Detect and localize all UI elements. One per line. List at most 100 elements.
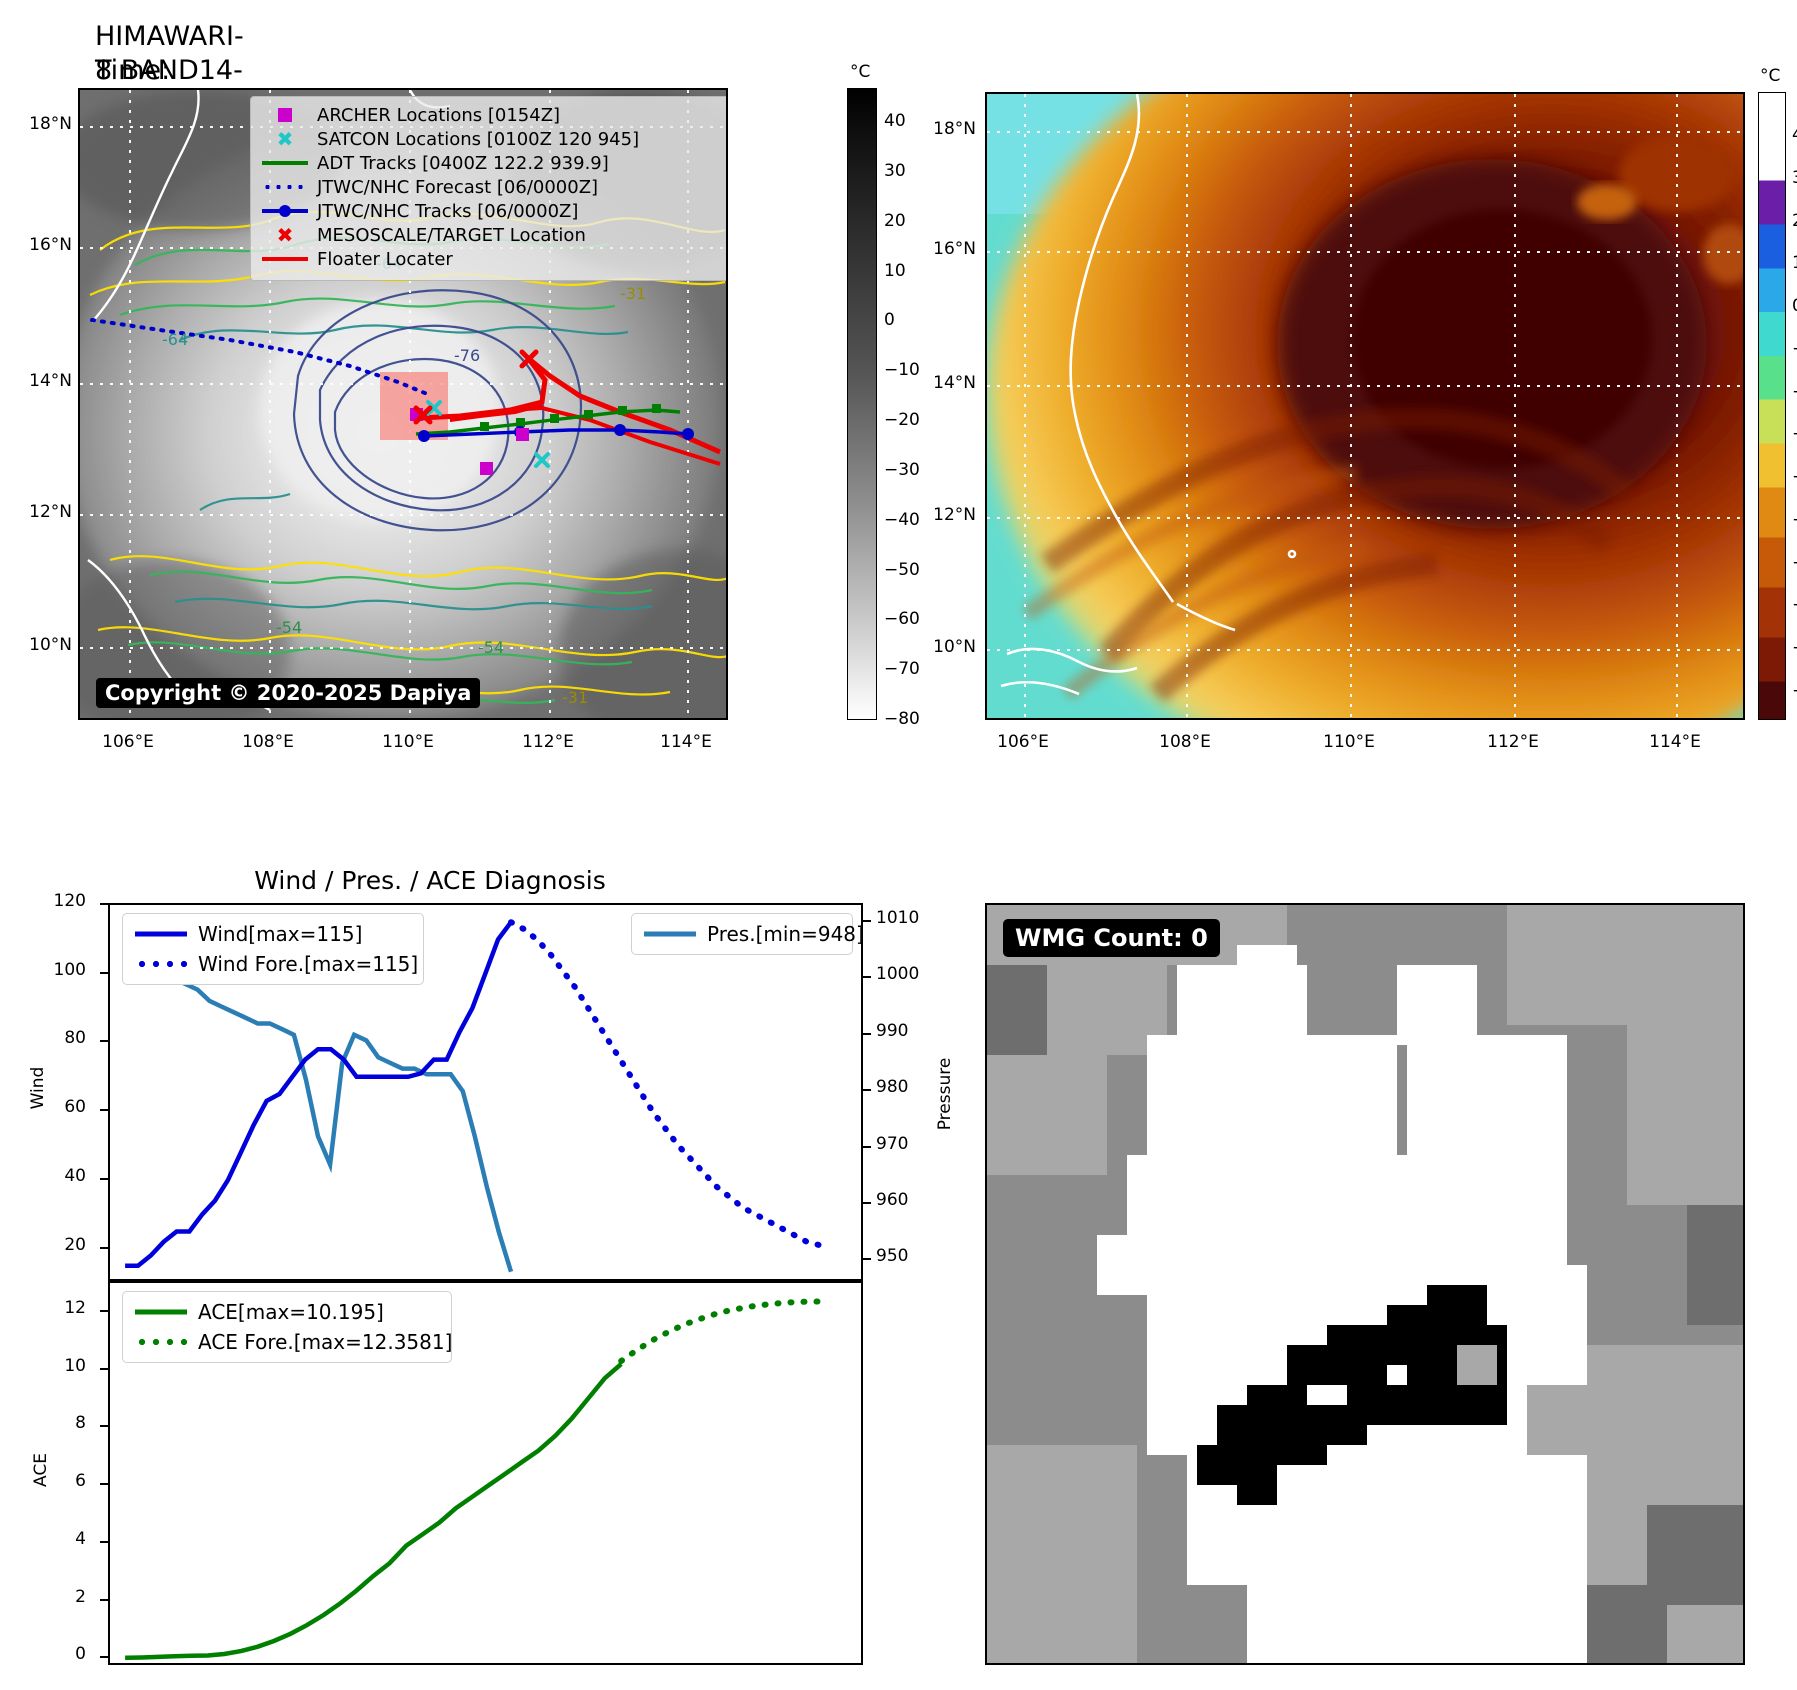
legend-label-adt: ADT Tracks [0400Z 122.2 939.9]: [317, 152, 609, 174]
legend-label-archer: ARCHER Locations [0154Z]: [317, 104, 561, 126]
axis-tick-label: −20: [884, 410, 920, 430]
wind-fore-legend-item: Wind Fore.[max=115]: [132, 949, 418, 979]
axis-tick-label: 114°E: [1649, 732, 1701, 752]
ace-axis-label: ACE: [31, 1453, 51, 1487]
axis-tickmark: [100, 1246, 110, 1249]
topright-map-graphics: [987, 94, 1743, 718]
axis-tick-label: 16°N: [29, 235, 72, 255]
pressure-legend-item: Pres.[min=948]: [641, 919, 861, 949]
jtwc-tracks-line-marker-icon: [259, 201, 311, 221]
axis-tick-label: −90: [1792, 681, 1797, 701]
topleft-satellite-map[interactable]: -64 -31 -76 -64 -54 -31 -54 ARCHER Locat…: [78, 88, 728, 720]
axis-tickmark: [861, 1089, 871, 1092]
axis-tick-label: −10: [884, 360, 920, 381]
topleft-legend: ARCHER Locations [0154Z] ✖ SATCON Locati…: [250, 96, 726, 281]
legend-label-jtwc-forecast: JTWC/NHC Forecast [06/0000Z]: [317, 176, 599, 198]
axis-tick-label: 20: [64, 1234, 86, 1255]
legend-label-floater: Floater Locater: [317, 248, 453, 270]
ace-fore-legend-label: ACE Fore.[max=12.3581]: [198, 1330, 453, 1354]
satcon-x-icon: ✖: [276, 127, 294, 151]
ace-legend: ACE[max=10.195] ACE Fore.[max=12.3581]: [122, 1291, 452, 1363]
wind-pressure-chart[interactable]: Wind[max=115] Wind Fore.[max=115] Pres.[…: [108, 903, 863, 1281]
jtwc-forecast-dots-icon: [259, 177, 311, 197]
axis-tick-label: 4: [75, 1528, 86, 1549]
ace-line-icon: [132, 1305, 190, 1319]
wind-legend: Wind[max=115] Wind Fore.[max=115]: [122, 913, 424, 985]
contour-label-54b: -54: [276, 618, 303, 637]
legend-item-floater: Floater Locater: [259, 247, 726, 271]
axis-tickmark: [100, 1656, 110, 1659]
archer-square-icon: [259, 105, 311, 125]
axis-tickmark: [100, 1177, 110, 1180]
axis-tickmark: [861, 919, 871, 922]
axis-tick-label: 12: [64, 1297, 86, 1318]
topleft-colorbar: [847, 88, 877, 720]
wmg-count-badge: WMG Count: 0: [1003, 919, 1220, 957]
axis-tickmark: [100, 1483, 110, 1486]
axis-tick-label: 0: [75, 1644, 86, 1665]
axis-tickmark: [861, 1202, 871, 1204]
axis-tick-label: −40: [1792, 467, 1797, 487]
axis-tick-label: 10: [1792, 253, 1797, 273]
axis-tick-label: 112°E: [1487, 732, 1539, 752]
axis-tick-label: 106°E: [997, 732, 1049, 752]
axis-tick-label: 1000: [876, 964, 920, 985]
axis-tick-label: 960: [876, 1190, 909, 1210]
wind-fore-legend-label: Wind Fore.[max=115]: [198, 952, 419, 976]
pressure-axis-label: Pressure: [935, 1057, 955, 1131]
wind-legend-item: Wind[max=115]: [132, 919, 414, 949]
axis-tickmark: [100, 1109, 110, 1112]
mesoscale-x-icon: ✖: [276, 223, 294, 247]
axis-tick-label: 114°E: [660, 732, 712, 752]
axis-tick-label: 20: [1792, 211, 1797, 231]
axis-tick-label: −80: [1792, 638, 1797, 658]
ace-fore-legend-item: ACE Fore.[max=12.3581]: [132, 1327, 452, 1357]
contour-label-64b: -64: [162, 330, 189, 349]
legend-item-jtwc-forecast: JTWC/NHC Forecast [06/0000Z]: [259, 175, 726, 199]
wind-pressure-plot: [125, 919, 823, 1273]
axis-tick-label: −60: [884, 609, 920, 630]
axis-tick-label: 12°N: [933, 505, 976, 525]
pressure-legend-label: Pres.[min=948]: [707, 922, 863, 946]
topright-enhanced-ir-map[interactable]: [985, 92, 1745, 720]
axis-tick-label: 1010: [876, 907, 920, 928]
axis-tick-label: 8: [75, 1413, 86, 1434]
axis-tickmark: [100, 903, 110, 905]
contour-label-54a: -54: [478, 638, 505, 657]
floater-line-icon: [259, 249, 311, 269]
legend-item-mesoscale: ✖ MESOSCALE/TARGET Location: [259, 223, 726, 247]
adt-line-icon: [259, 153, 311, 173]
axis-tick-label: 10°N: [29, 635, 72, 655]
topright-colorbar-unit: °C: [1760, 66, 1781, 86]
axis-tick-label: −30: [884, 459, 920, 480]
axis-tick-label: −70: [1792, 595, 1797, 615]
wind-forecast-dots-icon: [132, 957, 190, 971]
axis-tickmark: [100, 1598, 110, 1601]
contour-label-76: -76: [454, 346, 481, 365]
pressure-line-icon: [641, 927, 699, 941]
axis-tick-label: 40: [884, 111, 906, 131]
axis-tick-label: −30: [1792, 424, 1797, 444]
topright-colorbar: [1758, 92, 1786, 720]
axis-tick-label: 16°N: [933, 239, 976, 259]
axis-tickmark: [861, 1258, 871, 1261]
legend-item-archer: ARCHER Locations [0154Z]: [259, 103, 726, 127]
axis-tick-label: 108°E: [242, 732, 294, 752]
legend-item-adt: ADT Tracks [0400Z 122.2 939.9]: [259, 151, 726, 175]
axis-tick-label: 990: [876, 1020, 909, 1041]
axis-tick-label: −20: [1792, 382, 1797, 402]
axis-tick-label: 10: [64, 1355, 86, 1376]
axis-tick-label: 0: [1792, 296, 1797, 316]
wind-legend-label: Wind[max=115]: [198, 922, 363, 946]
axis-tick-label: 110°E: [382, 732, 434, 752]
ace-chart[interactable]: ACE[max=10.195] ACE Fore.[max=12.3581]: [108, 1281, 863, 1665]
axis-tick-label: 950: [876, 1246, 909, 1267]
axis-tick-label: 120: [53, 891, 86, 911]
axis-tickmark: [100, 1540, 110, 1543]
axis-tick-label: −50: [884, 559, 920, 580]
axis-tickmark: [861, 976, 871, 979]
axis-tick-label: 12°N: [29, 502, 72, 522]
axis-tick-label: 106°E: [102, 732, 154, 752]
axis-tick-label: 20: [884, 210, 906, 231]
wmg-map[interactable]: WMG Count: 0: [985, 903, 1745, 1665]
